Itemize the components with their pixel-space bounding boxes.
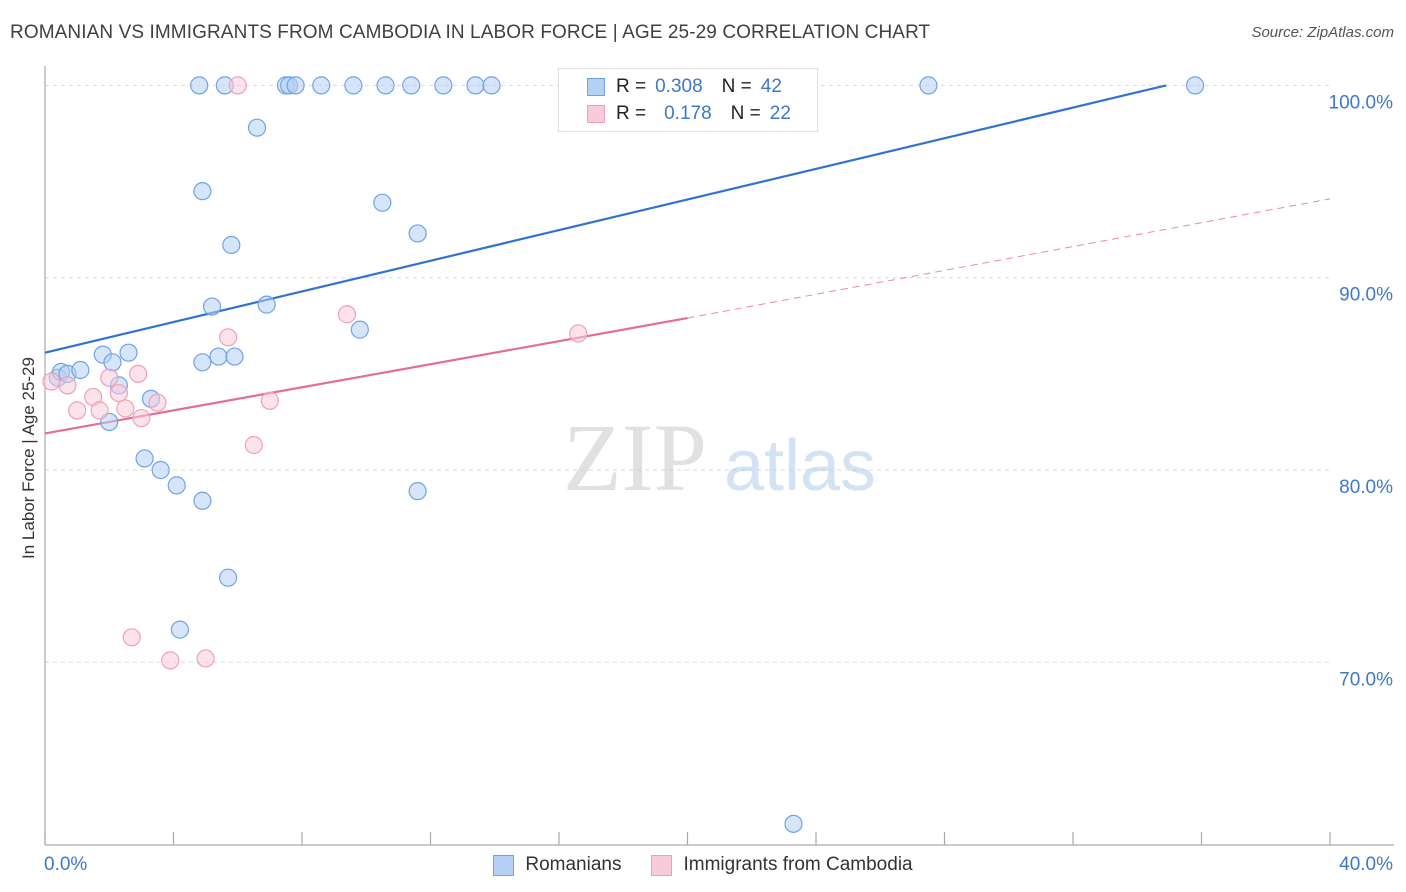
data-point [919,76,938,95]
data-point [42,372,61,391]
data-point [784,814,803,833]
data-point [408,224,427,243]
cambodia-r-value: 0.178 [664,103,712,124]
data-point [466,76,485,95]
x-tick-label: 40.0% [1339,854,1393,875]
stats-row-cambodia: R = 0.178 N = 22 [559,101,791,127]
data-point [569,324,588,343]
data-point [193,182,212,201]
data-point [193,353,212,372]
y-tick-labels: 100.0% 90.0% 80.0% 70.0% [1329,92,1394,690]
data-point [247,118,267,137]
data-point [1185,76,1205,95]
data-point [482,76,501,95]
y-tick-label: 70.0% [1339,669,1393,690]
data-point [71,360,90,380]
data-point [209,347,228,366]
data-point [434,76,453,95]
legend-item-romanians[interactable]: Romanians [493,854,621,876]
data-point [90,401,109,420]
series-cambodia [42,76,588,670]
watermark-atlas: atlas [724,426,876,506]
data-point [244,435,263,455]
data-point [68,401,87,420]
data-point [219,328,238,347]
data-point [408,482,427,501]
data-point [260,391,279,410]
data-point [376,76,395,95]
data-point [228,76,247,95]
data-point [161,651,180,670]
data-point [257,295,276,314]
data-point [103,353,122,372]
data-point [202,297,222,316]
data-point [151,460,170,480]
legend-label-romanians: Romanians [525,854,622,875]
legend-item-cambodia[interactable]: Immigrants from Cambodia [651,854,913,876]
watermark: ZIP atlas [563,404,876,511]
data-point [402,76,421,95]
romanians-swatch [587,78,605,96]
gridlines [45,84,1330,663]
data-point [373,193,392,212]
watermark-zip: ZIP [563,404,707,511]
data-point [170,620,190,639]
legend-swatch-romanians [493,854,515,876]
data-point [129,364,148,383]
data-point [100,368,119,387]
chart-title: ROMANIAN VS IMMIGRANTS FROM CAMBODIA IN … [10,22,931,43]
romanians-r-value: 0.308 [655,76,703,97]
data-point [135,449,154,468]
romanians-n-value: 42 [760,76,782,97]
data-point [109,383,128,403]
stats-row-romanians: R = 0.308 N = 42 [559,74,782,100]
data-point [116,399,135,418]
data-point [190,76,209,95]
cambodia-n-value: 22 [769,103,791,124]
data-point [312,76,331,95]
data-point [286,76,305,95]
legend-label-cambodia: Immigrants from Cambodia [683,854,913,875]
data-point [148,393,167,412]
data-point [344,76,363,95]
x-tick-label: 0.0% [44,854,87,875]
trend-line-extension [687,198,1331,319]
data-point [122,628,141,647]
source-label: Source: ZipAtlas.com [1251,24,1394,41]
data-point [193,491,212,510]
y-axis-label: In Labor Force | Age 25-29 [19,357,38,559]
y-tick-label: 90.0% [1339,285,1393,306]
romanians-r-label: R = [616,76,647,97]
romanians-n-label: N = [721,76,752,97]
data-point [132,408,151,428]
data-point [222,235,241,255]
data-point [337,305,357,324]
cambodia-swatch [587,105,605,123]
cambodia-n-label: N = [730,103,761,124]
data-point [219,568,238,587]
legend: Romanians Immigrants from Cambodia [0,852,1406,878]
x-tick-labels: 0.0% 40.0% [44,854,1393,875]
axes [44,66,1394,846]
trend-line [44,84,1167,354]
y-tick-label: 80.0% [1339,477,1393,498]
legend-swatch-cambodia [651,854,673,876]
y-tick-label: 100.0% [1329,92,1394,113]
trend-lines [44,84,1331,435]
data-point [225,347,244,366]
data-points [42,76,1205,833]
data-point [119,343,138,362]
data-point [58,376,77,395]
data-point [167,476,186,495]
stats-box: R = 0.308 N = 42 R = 0.178 N = 22 [558,68,818,132]
data-point [350,320,369,339]
cambodia-r-label: R = [616,103,647,124]
data-point [196,649,215,668]
